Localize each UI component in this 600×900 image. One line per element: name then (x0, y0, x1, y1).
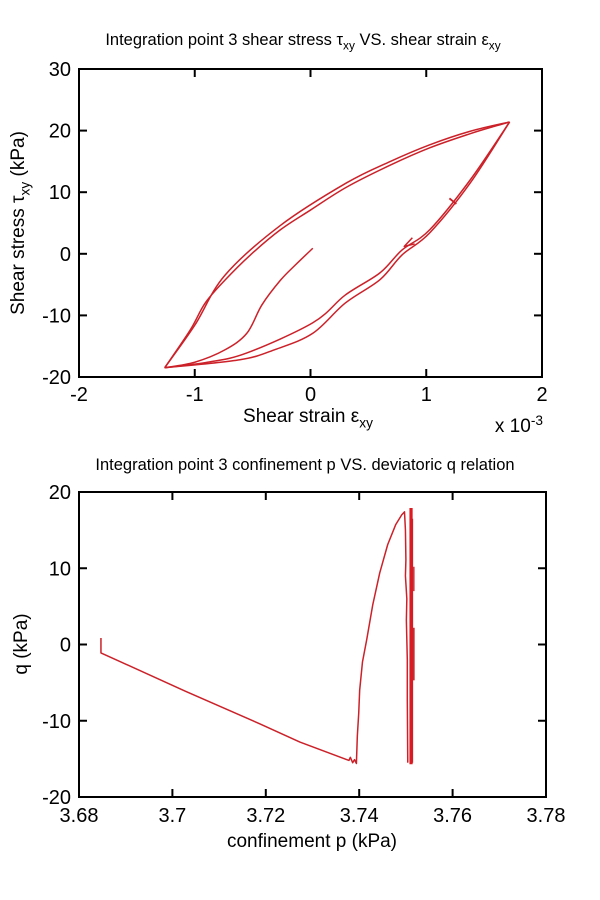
series-lower-envelope-cycle-2 (164, 121, 511, 369)
x-axis-label: Shear strain εxy​ (243, 406, 373, 430)
series-upper-envelope-cycle-1 (164, 121, 510, 369)
x-axis-label: confinement p (kPa) (227, 831, 397, 852)
y-tick-label: 30 (49, 59, 71, 81)
series-virgin-loading (164, 247, 314, 369)
y-tick-label: 0 (60, 244, 71, 266)
x-tick-label: 3.76 (433, 805, 472, 827)
y-tick-label: 10 (49, 182, 71, 204)
plot-title: Integration point 3 shear stress τxy​ VS… (105, 31, 500, 53)
x-tick-label: 2 (536, 384, 547, 406)
series-direction-marker (403, 237, 415, 248)
y-axis-label: q (kPa) (11, 613, 32, 674)
series-upper-envelope-cycle-2 (164, 121, 510, 369)
y-tick-label: 0 (60, 635, 71, 657)
y-tick-label: -10 (42, 305, 71, 327)
x-tick-label: 3.68 (60, 805, 99, 827)
series-p-q-path (100, 511, 409, 765)
series-tick-artifact (448, 197, 457, 205)
y-tick-label: -20 (42, 787, 71, 809)
x-tick-label: 3.78 (527, 805, 566, 827)
y-tick-label: -20 (42, 367, 71, 389)
x-tick-label: -2 (70, 384, 88, 406)
y-tick-label: -10 (42, 711, 71, 733)
y-tick-label: 20 (49, 482, 71, 504)
x-tick-label: 3.72 (246, 805, 285, 827)
x-tick-label: 3.7 (158, 805, 186, 827)
p-q-plot: 3.68 3.7 3.72 3.74 3.76 3.78 20 10 0 -10 -20 Integr… (11, 456, 565, 852)
x-axis-exponent-label: x 10-3 (495, 413, 543, 437)
x-tick-label: 1 (421, 384, 432, 406)
x-tick-label: 3.74 (340, 805, 379, 827)
x-tick-label: -1 (186, 384, 204, 406)
axis-box (78, 491, 547, 798)
series-lower-envelope-cycle-1 (164, 121, 511, 369)
axis-box (78, 68, 543, 378)
y-axis-label: Shear stress τxy​ (kPa) (8, 131, 32, 315)
plot-title: Integration point 3 confinement p VS. de… (95, 456, 514, 474)
y-tick-label: 20 (49, 121, 71, 143)
x-tick-label: 0 (305, 384, 316, 406)
y-tick-label: 10 (49, 558, 71, 580)
